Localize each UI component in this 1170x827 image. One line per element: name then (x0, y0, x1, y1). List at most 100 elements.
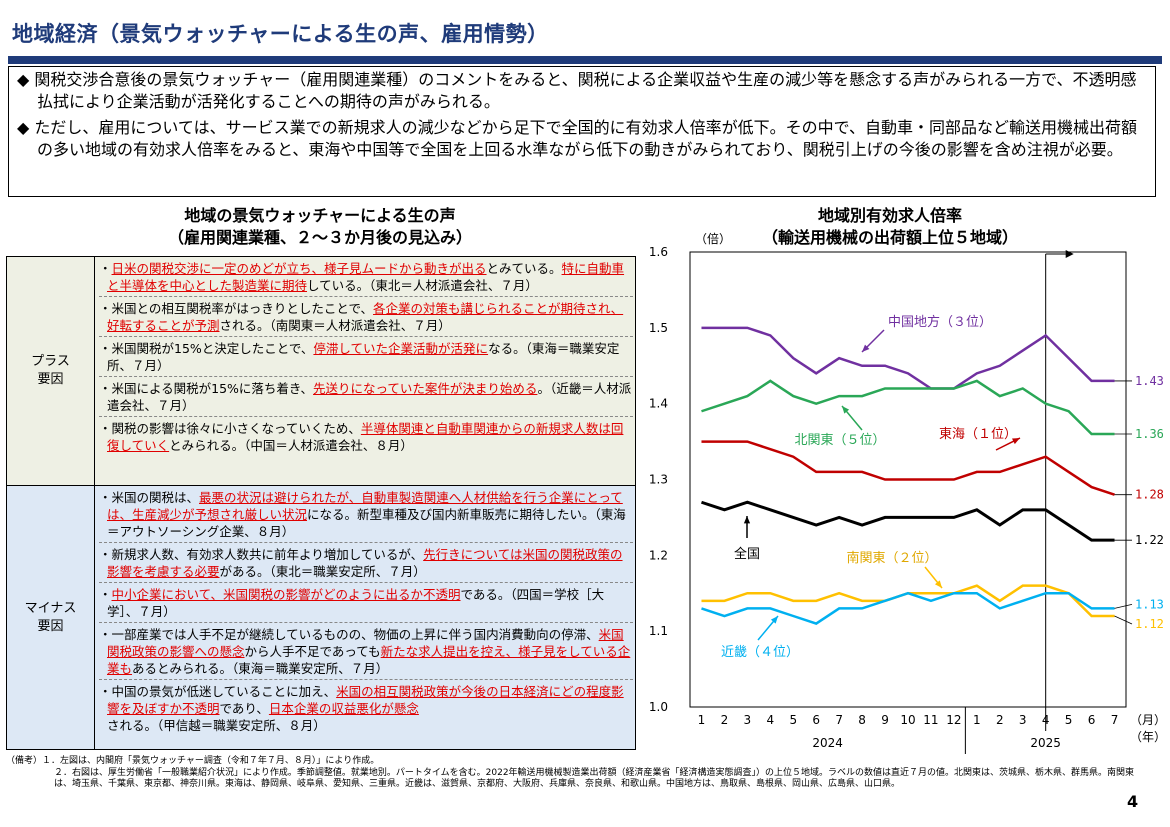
minus-item: ・中国の景気が低迷していることに加え、米国の相互関税政策が今後の日本経済にどの程… (99, 683, 633, 736)
summary-point-1: ◆ 関税交渉合意後の景気ウォッチャー（雇用関連業種）のコメントをみると、関税によ… (17, 70, 1137, 111)
end-value-label: 1.13 (1135, 597, 1164, 611)
end-value-label: 1.28 (1135, 488, 1164, 502)
comment-text: あるとみられる。（東海＝職業安定所、７月） (132, 661, 389, 676)
highlighted-text: 先行きについては米国の関税政策の影響を考慮する必要 (107, 547, 623, 579)
series-pointer-arrowhead (1012, 438, 1020, 445)
comment-text: ・ (99, 261, 112, 276)
highlighted-text: 各企業の対策も講じられることが期待され、好転することが予測 (107, 301, 624, 333)
series-pointer-arrowhead (743, 516, 751, 524)
comment-text: である。（四国＝学校［大学］、７月） (107, 587, 605, 619)
minus-label-line2: 要因 (37, 618, 64, 634)
comment-text: であり、 (219, 701, 269, 716)
plus-item: ・日米の関税交渉に一定のめどが立ち、様子見ムードから動きが出るとみている。特に自… (99, 260, 633, 297)
end-value-label: 1.22 (1135, 533, 1164, 547)
plus-label-line1: プラス (31, 354, 70, 369)
y-tick-label: 1.5 (649, 321, 668, 335)
series-name-label: 北関東（５位） (794, 432, 885, 448)
tariff-marker-arrowhead (1065, 250, 1074, 258)
minus-item: ・新規求人数、有効求人数共に前年より増加しているが、先行きについては米国の関税政… (99, 546, 633, 583)
x-unit-month: （月） (1130, 713, 1165, 727)
chart-title-line1: 地域別有効求人倍率 (817, 206, 962, 225)
comment-text: がある。（東北＝職業安定所、７月） (219, 564, 426, 579)
series-pointer-arrowhead (934, 580, 942, 588)
voices-title: 地域の景気ウォッチャーによる生の声 （雇用関連業種、２～３か月後の見込み） (60, 205, 580, 249)
comment-text: 。（近畿＝人材派遣会社、７月） (107, 381, 632, 413)
comment-text: ・関税の影響は徐々に小さくなっていくため、 (99, 421, 361, 436)
series-pointer-arrowhead (842, 406, 850, 414)
series-line (701, 591, 1115, 625)
minus-factors-row: マイナス要因 ・米国の関税は、最悪の状況は避けられたが、自動車製造関連へ人材供給… (7, 486, 635, 749)
voices-title-line2: （雇用関連業種、２～３か月後の見込み） (167, 228, 472, 247)
minus-factors-label: マイナス 要因 (7, 486, 95, 749)
highlighted-text: 先送りになっていた案件が決まり始める (313, 381, 538, 396)
x-tick-label: 7 (1111, 713, 1119, 727)
series-line (701, 500, 1115, 542)
highlighted-text: 最悪の状況は避けられたが、自動車製造関連へ人材供給を行う企業にとっては、生産減少… (107, 490, 623, 522)
voices-title-line1: 地域の景気ウォッチャーによる生の声 (184, 206, 456, 225)
y-unit-label: （倍） (695, 232, 732, 246)
title-underline (8, 56, 1162, 64)
page-title: 地域経済（景気ウォッチャーによる生の声、雇用情勢） (12, 22, 549, 46)
job-ratio-chart: 1.61.51.41.31.21.11.01234567891011121234… (649, 245, 1165, 754)
highlighted-text: 半導体関連と自動車関連からの新規求人数は回復していく (107, 421, 624, 453)
x-tick-label: 5 (789, 713, 797, 727)
series-name-label: 全国 (734, 546, 760, 562)
comment-text: なる。（東海＝職業安定所、７月） (107, 341, 620, 373)
plus-factors-label: プラス 要因 (7, 257, 95, 485)
end-label-leader (1114, 615, 1133, 625)
highlighted-text: 新たな求人提出を控え、様子見をしている企業も (107, 644, 631, 676)
highlighted-text: 停滞していた企業活動が活発に (313, 341, 489, 356)
highlighted-text: 米国の相互関税政策が今後の日本経済にどの程度影響を及ぼすか不透明 (107, 684, 624, 716)
comment-text: ・米国の関税は、 (99, 490, 200, 505)
x-tick-label: 4 (766, 713, 774, 727)
end-value-label: 1.36 (1135, 427, 1164, 441)
x-tick-label: 7 (835, 713, 843, 727)
y-tick-label: 1.3 (649, 473, 668, 487)
comment-text: ・米国による関税が15%に落ち着き、 (99, 381, 314, 396)
highlighted-text: 日本企業の収益悪化が懸念 (268, 701, 419, 716)
comment-text: ・ (99, 587, 112, 602)
comment-text: ・米国との相互関税率がはっきりとしたことで、 (99, 301, 374, 316)
minus-label-line1: マイナス (24, 600, 77, 616)
x-tick-label: 8 (858, 713, 866, 727)
voices-table: プラス要因 ・日米の関税交渉に一定のめどが立ち、様子見ムードから動きが出るとみて… (6, 256, 636, 750)
end-value-label: 1.43 (1135, 374, 1164, 388)
series-pointer-arrowhead (770, 616, 778, 624)
year-label: 2025 (1030, 736, 1061, 750)
end-value-label: 1.12 (1135, 617, 1164, 631)
end-label-leader (1114, 604, 1133, 609)
series-name-label: 近畿（４位） (721, 645, 799, 660)
y-tick-label: 1.2 (649, 548, 668, 562)
series-line (701, 584, 1115, 618)
comment-text: になる。新型車種及び国内新車販売に期待したい。（東海＝アウトソーシング企業、８月… (107, 507, 626, 539)
x-tick-label: 10 (900, 713, 915, 727)
x-unit-year: （年） (1130, 730, 1165, 744)
series-line (701, 326, 1115, 390)
comment-text: される。（甲信越＝職業安定所、８月） (107, 718, 326, 733)
plus-item: ・関税の影響は徐々に小さくなっていくため、半導体関連と自動車関連からの新規求人数… (99, 420, 633, 456)
series-name-label: 中国地方（３位） (888, 314, 992, 330)
highlighted-text: 日米の関税交渉に一定のめどが立ち、様子見ムードから動きが出る (111, 261, 487, 276)
x-tick-label: 12 (946, 713, 961, 727)
comment-text: している。（東北＝人材派遣会社、７月） (307, 278, 538, 293)
minus-item: ・中小企業において、米国関税の影響がどのように出るか不透明である。（四国＝学校［… (99, 586, 633, 623)
chart-title-line2: （輸送用機械の出荷額上位５地域） (761, 228, 1018, 247)
x-tick-label: 6 (1088, 713, 1096, 727)
comment-text: される。（南関東＝人材派遣会社、７月） (219, 318, 451, 333)
x-tick-label: 3 (1019, 713, 1027, 727)
series-line (701, 440, 1115, 496)
plus-items: ・日米の関税交渉に一定のめどが立ち、様子見ムードから動きが出るとみている。特に自… (99, 260, 633, 459)
highlighted-text: 特に自動車と半導体を中心とした製造業に期待 (107, 261, 625, 293)
summary-point-2: ◆ ただし、雇用については、サービス業での新規求人の減少などから足下で全国的に有… (17, 118, 1137, 159)
x-tick-label: 6 (812, 713, 820, 727)
year-label: 2024 (812, 736, 843, 750)
summary-box: ◆ 関税交渉合意後の景気ウォッチャー（雇用関連業種）のコメントをみると、関税によ… (8, 66, 1156, 197)
x-tick-label: 9 (881, 713, 889, 727)
y-tick-label: 1.4 (649, 397, 668, 411)
minus-item: ・一部産業では人手不足が継続しているものの、物価の上昇に伴う国内消費動向の停滞、… (99, 626, 633, 680)
plus-label-line2: 要因 (37, 372, 64, 387)
series-line (701, 379, 1115, 436)
highlighted-text: 中小企業において、米国関税の影響がどのように出るか不透明 (111, 587, 461, 602)
comment-text: ・一部産業では人手不足が継続しているものの、物価の上昇に伴う国内消費動向の停滞、 (99, 627, 599, 642)
comment-text: ・中国の景気が低迷していることに加え、 (99, 684, 337, 699)
